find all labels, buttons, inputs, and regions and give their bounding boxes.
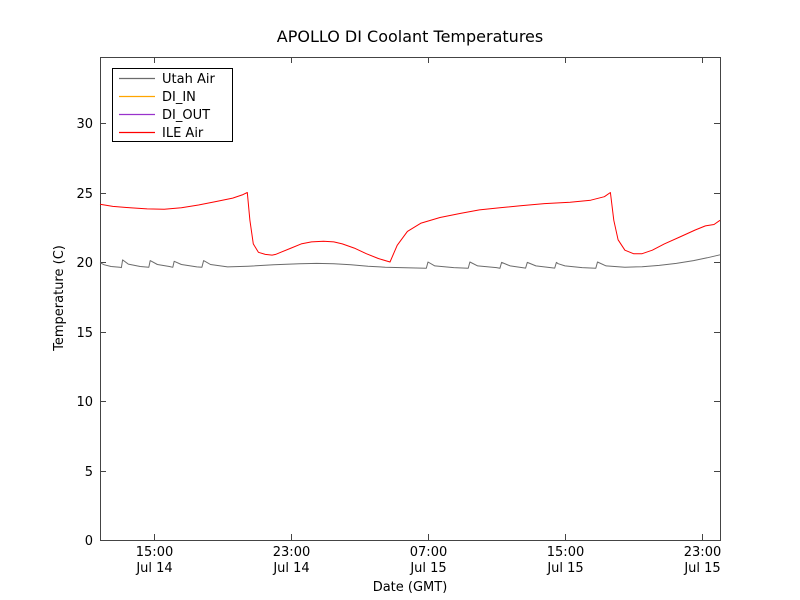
y-axis-label: Temperature (C) bbox=[52, 245, 67, 352]
x-tick-date-label: Jul 14 bbox=[135, 561, 172, 576]
x-tick-date-label: Jul 15 bbox=[683, 561, 720, 576]
x-axis-label: Date (GMT) bbox=[373, 580, 448, 595]
x-tick-time-label: 15:00 bbox=[547, 545, 584, 560]
y-tick-label: 15 bbox=[76, 326, 93, 341]
y-tick-label: 25 bbox=[76, 187, 93, 202]
plot-border bbox=[100, 57, 721, 541]
y-tick-label: 10 bbox=[76, 395, 93, 410]
legend-box bbox=[112, 68, 233, 142]
x-tick-time-label: 15:00 bbox=[136, 545, 173, 560]
y-tick-label: 0 bbox=[85, 534, 93, 549]
x-tick-date-label: Jul 15 bbox=[546, 561, 583, 576]
legend-label-utah-air: Utah Air bbox=[162, 72, 215, 87]
series-line-ile-air bbox=[99, 192, 721, 263]
legend-label-di-out: DI_OUT bbox=[162, 108, 210, 123]
legend: Utah Air DI_IN DI_OUT ILE Air bbox=[112, 68, 233, 142]
series-line-utah-air bbox=[99, 254, 721, 269]
chart-title: APOLLO DI Coolant Temperatures bbox=[277, 27, 543, 46]
x-tick-time-label: 07:00 bbox=[410, 545, 447, 560]
x-tick-time-label: 23:00 bbox=[273, 545, 310, 560]
y-tick-label: 5 bbox=[85, 465, 93, 480]
y-tick-label: 30 bbox=[76, 117, 93, 132]
series-layer bbox=[99, 192, 721, 269]
x-tick-date-label: Jul 15 bbox=[409, 561, 446, 576]
legend-label-di-in: DI_IN bbox=[162, 90, 196, 105]
x-tick-time-label: 23:00 bbox=[684, 545, 721, 560]
y-tick-label: 20 bbox=[76, 256, 93, 271]
x-tick-date-label: Jul 14 bbox=[272, 561, 309, 576]
legend-label-ile-air: ILE Air bbox=[162, 126, 204, 141]
